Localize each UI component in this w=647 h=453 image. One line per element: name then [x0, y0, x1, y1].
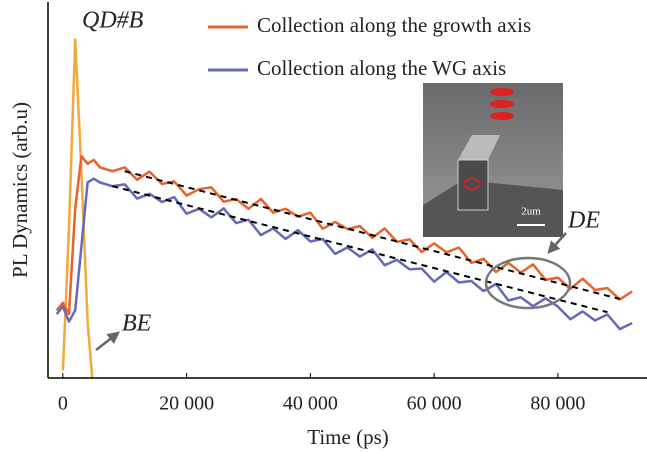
inset-mode — [490, 88, 514, 96]
series-line — [61, 38, 94, 378]
series-line — [55, 154, 633, 316]
x-tick-label: 80 000 — [530, 393, 585, 415]
x-tick-label: 60 000 — [407, 393, 462, 415]
fit-line — [124, 170, 621, 300]
annotation: DE — [567, 208, 600, 234]
legend-label: Collection along the growth axis — [257, 13, 531, 37]
x-axis-label: Time (ps) — [307, 425, 389, 449]
annotation: BE — [122, 311, 152, 337]
arrow — [547, 232, 567, 254]
inset-pillar — [457, 159, 489, 211]
x-tick-label: 40 000 — [283, 393, 338, 415]
scale-label: 2um — [521, 206, 541, 218]
x-tick-label: 20 000 — [159, 393, 214, 415]
inset-pillar-top — [458, 135, 500, 160]
y-axis-label: PL Dynamics (arb.u) — [8, 102, 32, 278]
annotation: QD#B — [82, 8, 144, 34]
fit-line — [112, 185, 608, 314]
plot-area — [55, 38, 633, 378]
legend-label: Collection along the WG axis — [257, 56, 506, 80]
inset: 2um — [423, 83, 563, 237]
x-tick-label: 0 — [58, 393, 68, 415]
arrow — [95, 331, 120, 351]
de-marker — [484, 256, 572, 310]
inset-mode — [490, 100, 514, 108]
inset-mode — [490, 112, 514, 120]
series-line — [55, 177, 633, 331]
inset-qd — [463, 178, 481, 190]
